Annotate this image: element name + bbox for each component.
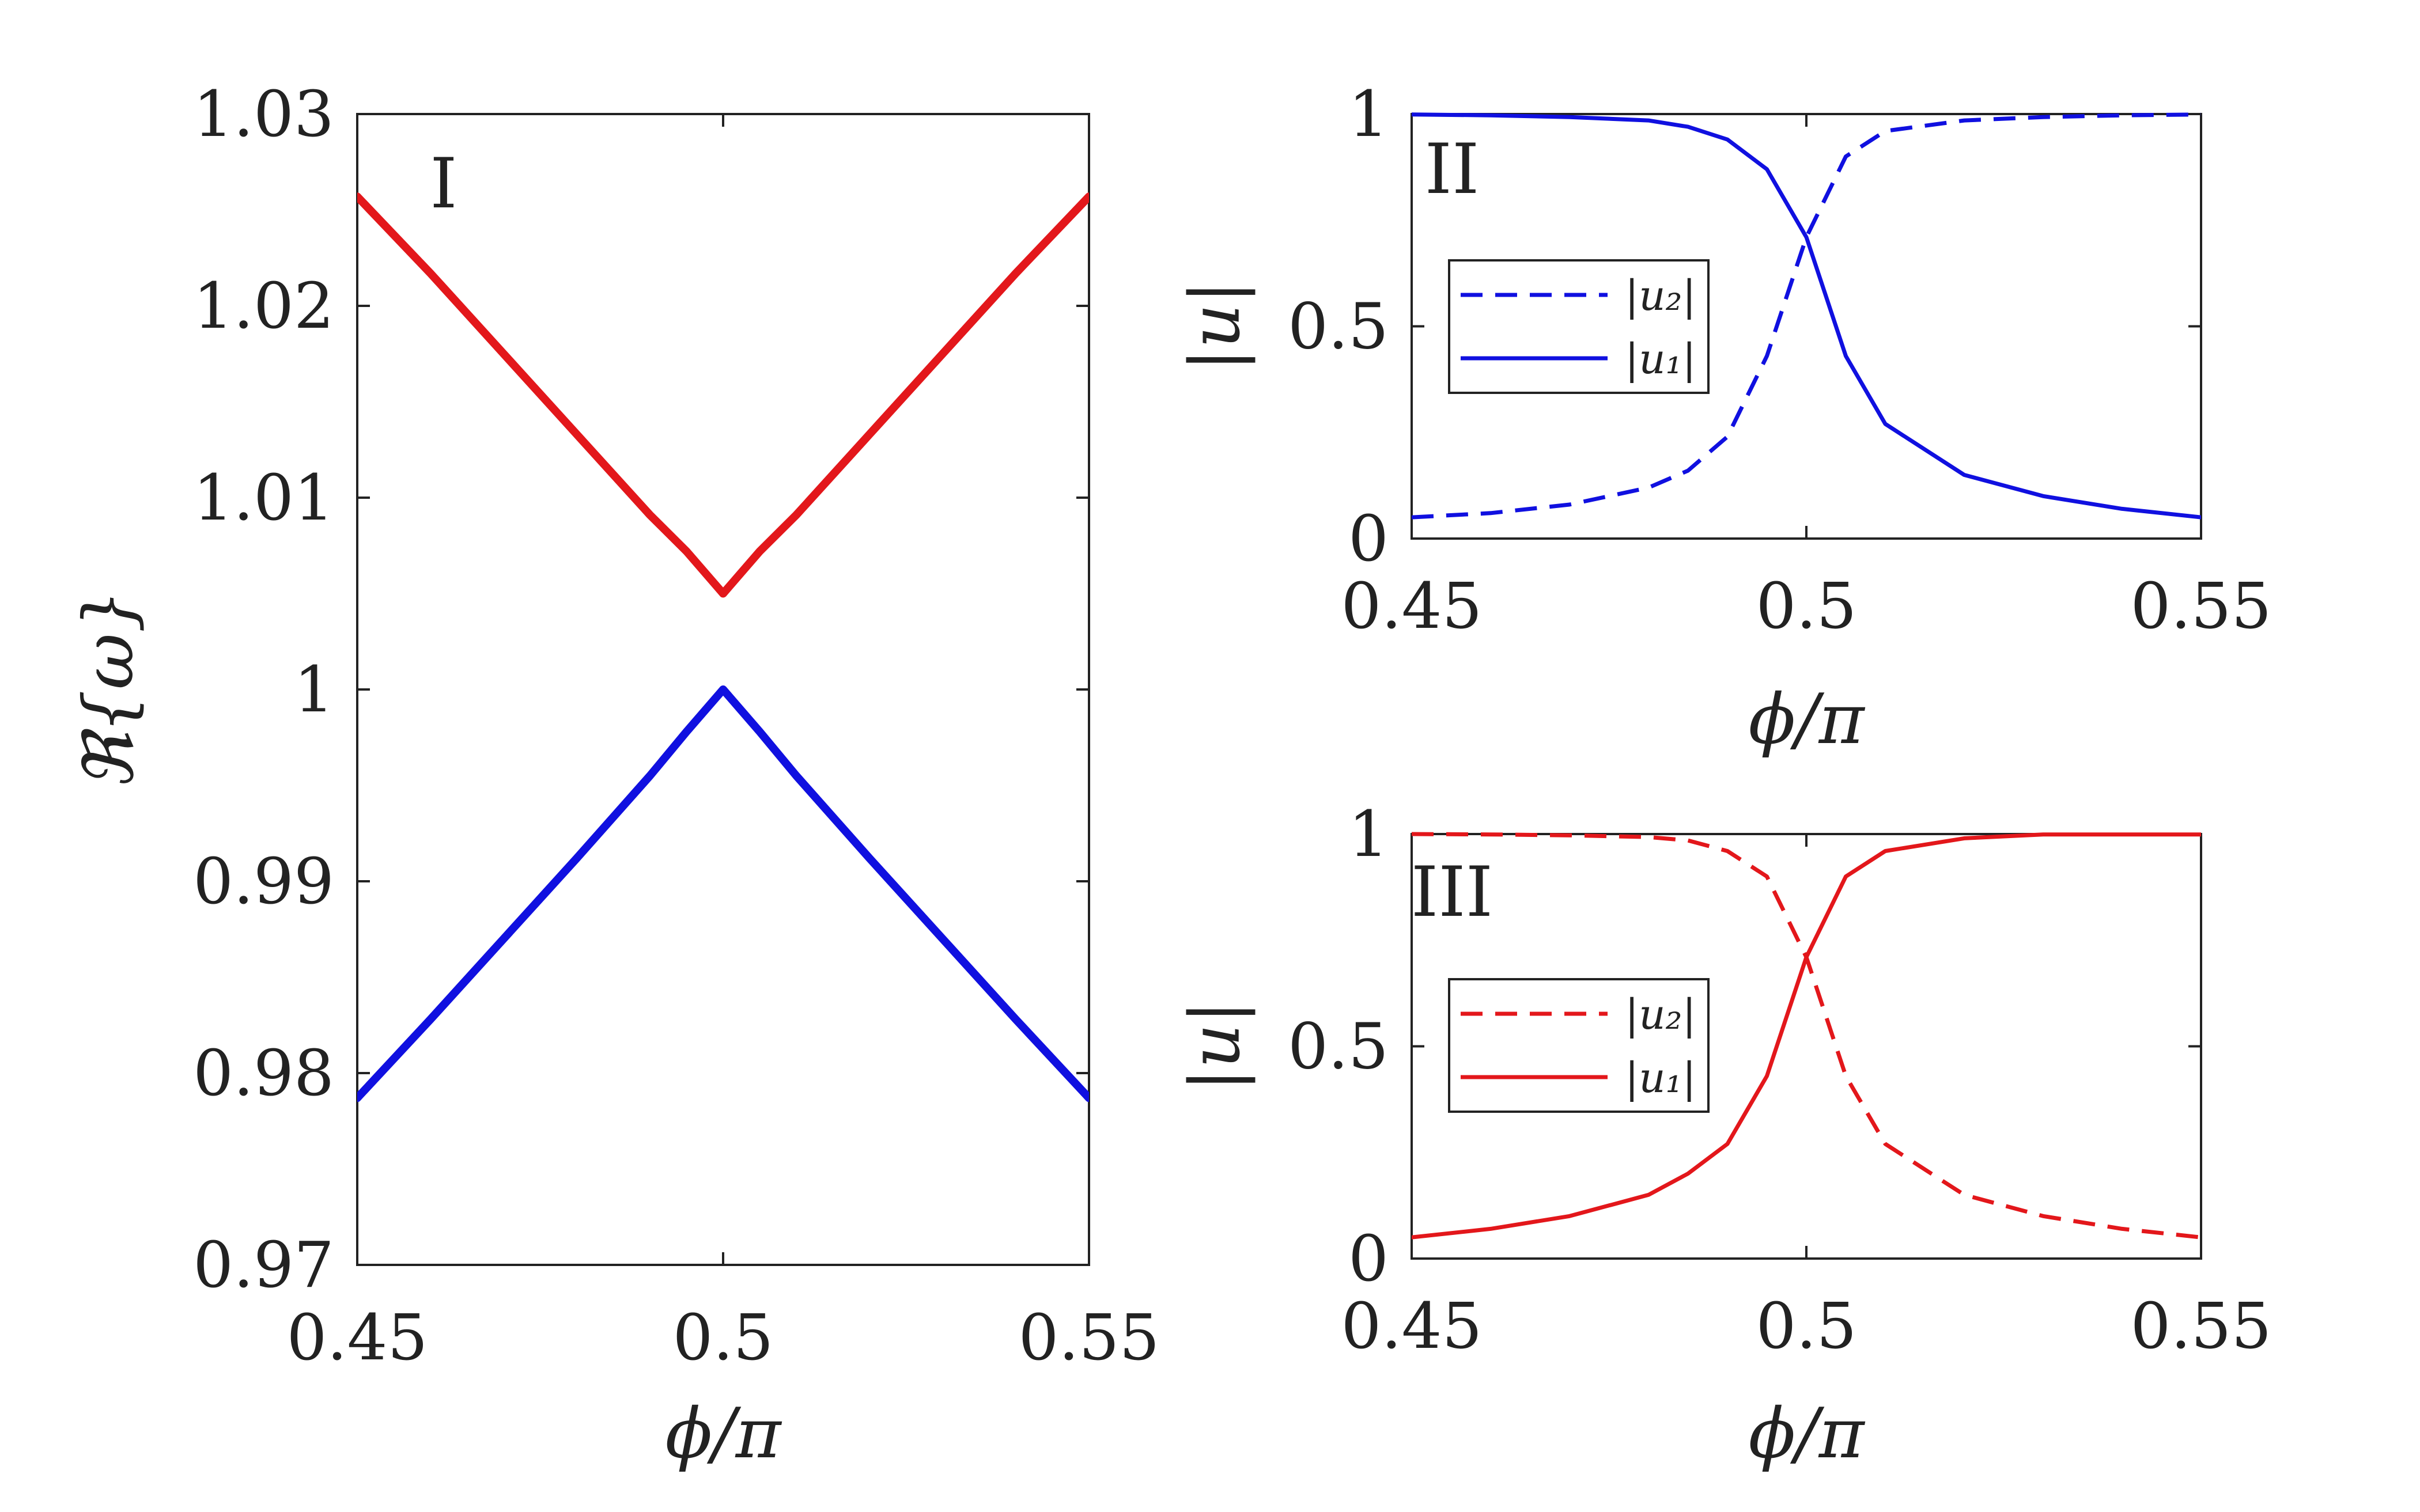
x-axis-label: ϕ/π [665,1394,782,1474]
y-axis-label: |u| [1175,281,1256,372]
panel-I: 0.45 0.5 0.55 0.97 0.98 0.99 1 1.01 1.02 1.03 ϕ/π ℜ… [69,77,1159,1474]
legend-label-2: |u₁| [1625,335,1696,383]
panel-label: II [1425,130,1480,210]
y-tick-label: 1.01 [193,461,334,535]
x-tick-label: 0.45 [287,1301,428,1374]
legend-box [1448,259,1710,394]
y-tick-label: 0.5 [1288,290,1389,363]
panel-label: III [1411,852,1493,933]
panel-label: I [430,144,457,224]
legend-label-2: |u₁| [1625,1054,1696,1102]
x-axis-label: ϕ/π [1748,680,1865,760]
x-axis-label: ϕ/π [1748,1394,1865,1474]
y-tick-label: 0.98 [193,1036,334,1110]
y-tick-label: 1 [1348,77,1389,151]
series-line-2 [357,685,1089,1102]
x-tick-label: 0.55 [2131,569,2272,643]
legend-box [1448,978,1710,1113]
y-tick-label: 1.03 [193,77,334,151]
x-tick-label: 0.5 [1756,1289,1857,1363]
legend-label-1: |u₂| [1625,990,1696,1039]
x-tick-label: 0.45 [1341,569,1483,643]
series-line-2 [1412,112,2201,520]
panel-II: 0.45 0.5 0.55 0 0.5 1 ϕ/π |u| II |u₂| |u₁| [1175,77,2271,760]
x-tick-label: 0.45 [1341,1289,1483,1363]
x-tick-label: 0.55 [1019,1301,1160,1374]
y-tick-label: 0 [1348,502,1389,575]
x-tick-label: 0.5 [1756,569,1857,643]
y-tick-label: 0 [1348,1222,1389,1295]
legend: |u₂| |u₁| [1448,978,1710,1113]
y-tick-label: 0.97 [193,1228,334,1302]
panel-III: 0.45 0.5 0.55 0 0.5 1 ϕ/π |u| III |u₂| |u₁| [1175,797,2271,1474]
y-tick-label: 0.5 [1288,1010,1389,1083]
y-tick-label: 1 [294,653,334,726]
y-tick-label: 1 [1348,797,1389,871]
series-line-1 [357,192,1089,598]
series-line-1 [1412,112,2201,520]
y-tick-label: 0.99 [193,844,334,918]
y-axis-label: |u| [1175,1001,1256,1092]
x-tick-label: 0.5 [673,1301,774,1374]
legend-label-1: |u₂| [1625,271,1696,320]
legend: |u₂| |u₁| [1448,259,1710,394]
x-tick-label: 0.55 [2131,1289,2272,1363]
y-tick-label: 1.02 [193,269,334,343]
y-axis-label: ℜ{ω} [69,589,149,790]
series-line-2 [1412,832,2201,1240]
